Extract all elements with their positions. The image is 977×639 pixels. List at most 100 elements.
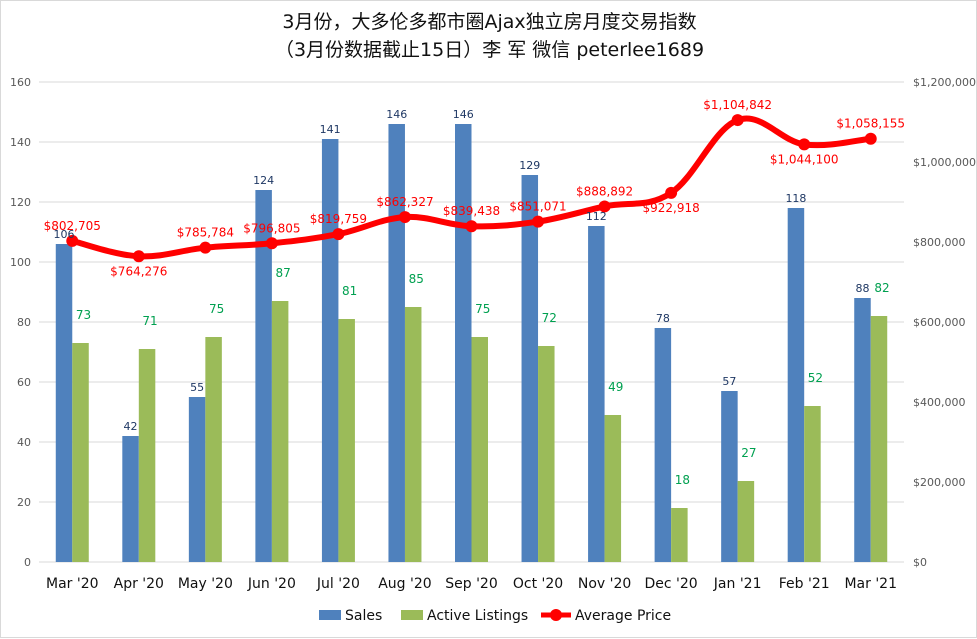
active-listings-bar xyxy=(870,316,888,562)
sales-value-label: 78 xyxy=(656,312,670,325)
active-value-label: 87 xyxy=(275,266,290,280)
active-listings-bar xyxy=(404,307,422,562)
price-line xyxy=(66,114,877,263)
sales-bar xyxy=(255,190,272,562)
average-price-point xyxy=(798,138,811,151)
average-price-point xyxy=(532,215,545,228)
sales-value-label: 42 xyxy=(124,420,138,433)
price-value-label: $802,705 xyxy=(44,219,101,233)
active-listings-bar xyxy=(737,481,755,562)
average-price-point xyxy=(332,228,345,241)
sales-value-label: 118 xyxy=(785,192,806,205)
y2-tick-label: $1,200,000 xyxy=(913,76,976,89)
x-tick-label: Apr '20 xyxy=(114,576,164,592)
price-value-label: $922,918 xyxy=(642,201,699,215)
sales-bar xyxy=(588,226,605,562)
active-listings-bar xyxy=(604,415,622,562)
x-tick-label: Aug '20 xyxy=(378,576,431,592)
sales-value-label: 124 xyxy=(253,174,274,187)
bars xyxy=(55,124,888,562)
active-value-label: 73 xyxy=(76,308,91,322)
average-price-point xyxy=(864,132,877,145)
y-tick-label: 80 xyxy=(17,316,31,329)
active-listings-bar xyxy=(271,301,289,562)
sales-value-label: 106 xyxy=(54,228,75,241)
average-price-point xyxy=(665,186,678,199)
price-value-label: $839,438 xyxy=(443,204,500,218)
x-tick-label: May '20 xyxy=(178,576,233,592)
x-tick-label: Jun '20 xyxy=(247,576,296,592)
average-price-point xyxy=(265,237,278,250)
active-value-label: 52 xyxy=(808,371,823,385)
x-tick-label: Mar '21 xyxy=(844,576,897,592)
sales-value-label: 141 xyxy=(320,123,341,136)
sales-bar xyxy=(188,397,206,562)
sales-bar xyxy=(122,436,139,562)
y2-tick-label: $0 xyxy=(913,556,927,569)
y2-tick-label: $800,000 xyxy=(913,236,966,249)
sales-bar xyxy=(455,124,472,562)
y2-tick-label: $1,000,000 xyxy=(913,156,976,169)
sales-bar xyxy=(321,139,339,562)
axes: 0 20 40 60 80 100 120 140 160 $0 $200,000 $400,000 $… xyxy=(10,76,976,592)
active-value-label: 75 xyxy=(209,302,224,316)
x-tick-label: Dec '20 xyxy=(645,576,698,592)
active-value-label: 82 xyxy=(874,281,889,295)
price-value-label: $785,784 xyxy=(177,226,234,240)
y-tick-label: 0 xyxy=(24,556,31,569)
active-value-label: 27 xyxy=(741,446,756,460)
active-listings-bar xyxy=(138,349,156,562)
chart-title: 3月份，大多伦多都市圈Ajax独立房月度交易指数 xyxy=(282,11,697,33)
sales-value-label: 88 xyxy=(855,282,869,295)
x-tick-label: Nov '20 xyxy=(578,576,631,592)
active-listings-bar xyxy=(338,319,355,562)
sales-value-label: 146 xyxy=(453,108,474,121)
active-value-label: 81 xyxy=(342,284,357,298)
active-listings-bar xyxy=(205,337,222,562)
legend-sales-swatch xyxy=(319,610,341,620)
legend-price-marker xyxy=(550,609,562,621)
average-price-point xyxy=(598,200,611,213)
sales-value-label: 57 xyxy=(722,375,736,388)
sales-bar xyxy=(521,175,539,562)
x-tick-label: Jul '20 xyxy=(316,576,360,592)
price-value-label: $764,276 xyxy=(110,264,167,278)
average-price-point xyxy=(66,234,79,247)
y-tick-label: 160 xyxy=(10,76,31,89)
y2-tick-label: $600,000 xyxy=(913,316,966,329)
y2-tick-label: $200,000 xyxy=(913,476,966,489)
active-listings-bar xyxy=(804,406,821,562)
price-value-label: $862,327 xyxy=(376,195,433,209)
sales-bar xyxy=(55,244,73,562)
sales-value-label: 112 xyxy=(586,210,607,223)
sales-bar xyxy=(787,208,805,562)
y-tick-label: 60 xyxy=(17,376,31,389)
price-value-label: $796,805 xyxy=(243,221,300,235)
active-listings-bar xyxy=(72,343,89,562)
x-tick-label: Sep '20 xyxy=(445,576,498,592)
average-price-point xyxy=(199,241,212,254)
sales-value-label: 146 xyxy=(386,108,407,121)
sales-value-label: 55 xyxy=(190,381,204,394)
price-value-label: $1,044,100 xyxy=(770,152,839,166)
y-tick-label: 40 xyxy=(17,436,31,449)
price-value-label: $1,058,155 xyxy=(836,117,905,131)
legend-active-label: Active Listings xyxy=(427,608,528,624)
price-value-label: $851,071 xyxy=(509,200,566,214)
active-value-label: 18 xyxy=(675,473,690,487)
y-tick-label: 120 xyxy=(10,196,31,209)
sales-bar xyxy=(721,391,738,562)
legend-sales-label: Sales xyxy=(345,608,382,624)
active-listings-bar xyxy=(471,337,488,562)
data-labels: 106 73 42 71 55 75 124 87 141 81 146 85 146 75 129 72 11… xyxy=(44,98,905,487)
x-tick-label: Mar '20 xyxy=(46,576,99,592)
sales-bar xyxy=(854,298,871,562)
price-value-label: $819,759 xyxy=(310,212,367,226)
chart-subtitle: （3月份数据截止15日）李 军 微信 peterlee1689 xyxy=(274,39,705,61)
x-tick-label: Oct '20 xyxy=(513,576,563,592)
average-price-point xyxy=(132,250,145,263)
y2-tick-label: $400,000 xyxy=(913,396,966,409)
average-price-point xyxy=(731,114,744,127)
legend: Sales Active Listings Average Price xyxy=(319,608,671,624)
